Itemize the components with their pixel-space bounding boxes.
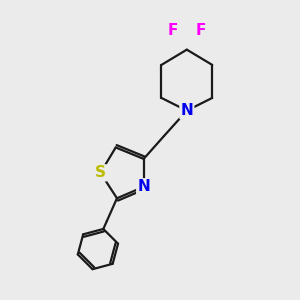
Text: S: S [95,165,106,180]
Text: N: N [181,103,193,118]
Text: N: N [137,179,150,194]
Text: F: F [196,23,206,38]
Text: F: F [168,23,178,38]
